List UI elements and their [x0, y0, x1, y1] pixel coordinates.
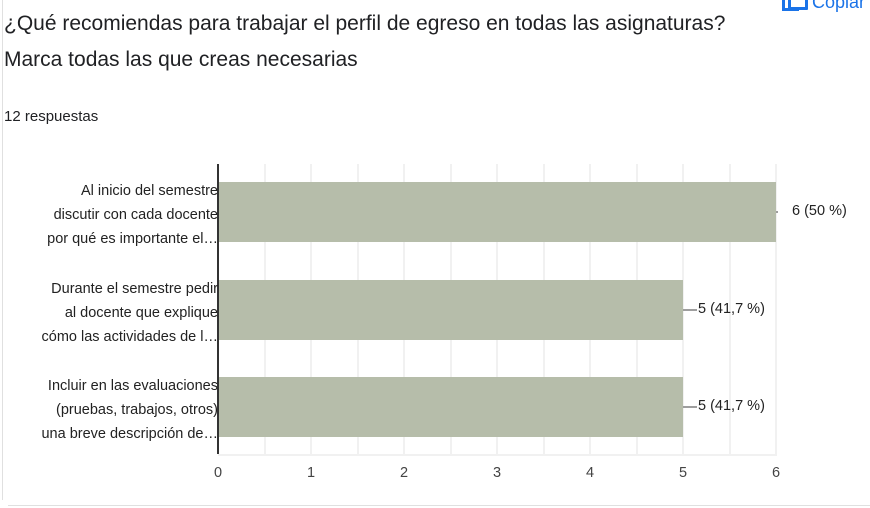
x-tick-label: 5: [678, 465, 688, 481]
gridline: [775, 164, 777, 454]
x-tick-label: 4: [585, 465, 595, 481]
data-label: 5 (41,7 %): [698, 398, 765, 414]
x-tick-label: 1: [306, 465, 316, 481]
y-axis-line: [217, 164, 219, 454]
data-label-leader: [683, 309, 697, 311]
category-label: Incluir en las evaluaciones (pruebas, tra…: [41, 378, 218, 442]
gridline: [728, 164, 731, 454]
x-tick-label: 3: [492, 465, 502, 481]
data-label-leader: [776, 211, 778, 213]
x-tick-label: 2: [399, 465, 409, 481]
bar[interactable]: [219, 182, 776, 242]
x-tick-label: 6: [771, 465, 781, 481]
x-tick-label: 0: [213, 465, 223, 481]
card-left-border: [2, 0, 3, 500]
bar[interactable]: [219, 280, 683, 340]
copy-icon: [782, 0, 808, 12]
data-label-leader: [683, 406, 697, 408]
data-label: 6 (50 %): [792, 203, 847, 219]
category-label: Al inicio del semestre discutir con cada …: [47, 183, 218, 247]
copy-label: Copiar: [812, 0, 866, 12]
data-label: 5 (41,7 %): [698, 301, 765, 317]
response-count: 12 respuestas: [4, 108, 99, 125]
chart-baseline-grid: [218, 454, 777, 456]
card-bottom-border: [8, 505, 870, 506]
bar[interactable]: [219, 377, 683, 437]
copy-chart-button[interactable]: Copiar: [782, 0, 865, 13]
question-title: ¿Qué recomiendas para trabajar el perfil…: [4, 12, 726, 71]
category-label: Durante el semestre pedir al docente que …: [41, 281, 219, 345]
